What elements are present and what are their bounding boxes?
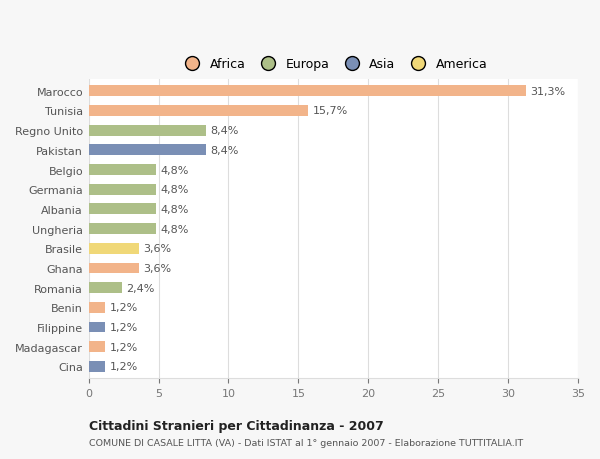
Text: 3,6%: 3,6% [143, 244, 172, 254]
Bar [89, 361, 106, 372]
Text: 2,4%: 2,4% [127, 283, 155, 293]
Text: 31,3%: 31,3% [530, 87, 566, 96]
Bar [89, 165, 156, 175]
Bar [89, 322, 106, 333]
Text: 8,4%: 8,4% [211, 126, 239, 136]
Text: 4,8%: 4,8% [160, 165, 188, 175]
Bar [89, 185, 156, 195]
Bar [89, 204, 156, 215]
Bar [89, 243, 139, 254]
Text: 1,2%: 1,2% [110, 303, 138, 313]
Bar [89, 106, 308, 117]
Bar [89, 86, 526, 97]
Text: 4,8%: 4,8% [160, 204, 188, 214]
Text: 4,8%: 4,8% [160, 224, 188, 234]
Bar [89, 302, 106, 313]
Bar [89, 263, 139, 274]
Text: 1,2%: 1,2% [110, 362, 138, 372]
Text: 15,7%: 15,7% [313, 106, 347, 116]
Bar [89, 145, 206, 156]
Bar [89, 224, 156, 235]
Text: 3,6%: 3,6% [143, 263, 172, 274]
Text: 1,2%: 1,2% [110, 322, 138, 332]
Text: Cittadini Stranieri per Cittadinanza - 2007: Cittadini Stranieri per Cittadinanza - 2… [89, 419, 383, 432]
Bar [89, 125, 206, 136]
Bar [89, 283, 122, 293]
Text: COMUNE DI CASALE LITTA (VA) - Dati ISTAT al 1° gennaio 2007 - Elaborazione TUTTI: COMUNE DI CASALE LITTA (VA) - Dati ISTAT… [89, 438, 523, 447]
Text: 4,8%: 4,8% [160, 185, 188, 195]
Bar [89, 341, 106, 353]
Text: 8,4%: 8,4% [211, 146, 239, 156]
Text: 1,2%: 1,2% [110, 342, 138, 352]
Legend: Africa, Europa, Asia, America: Africa, Europa, Asia, America [175, 53, 492, 76]
